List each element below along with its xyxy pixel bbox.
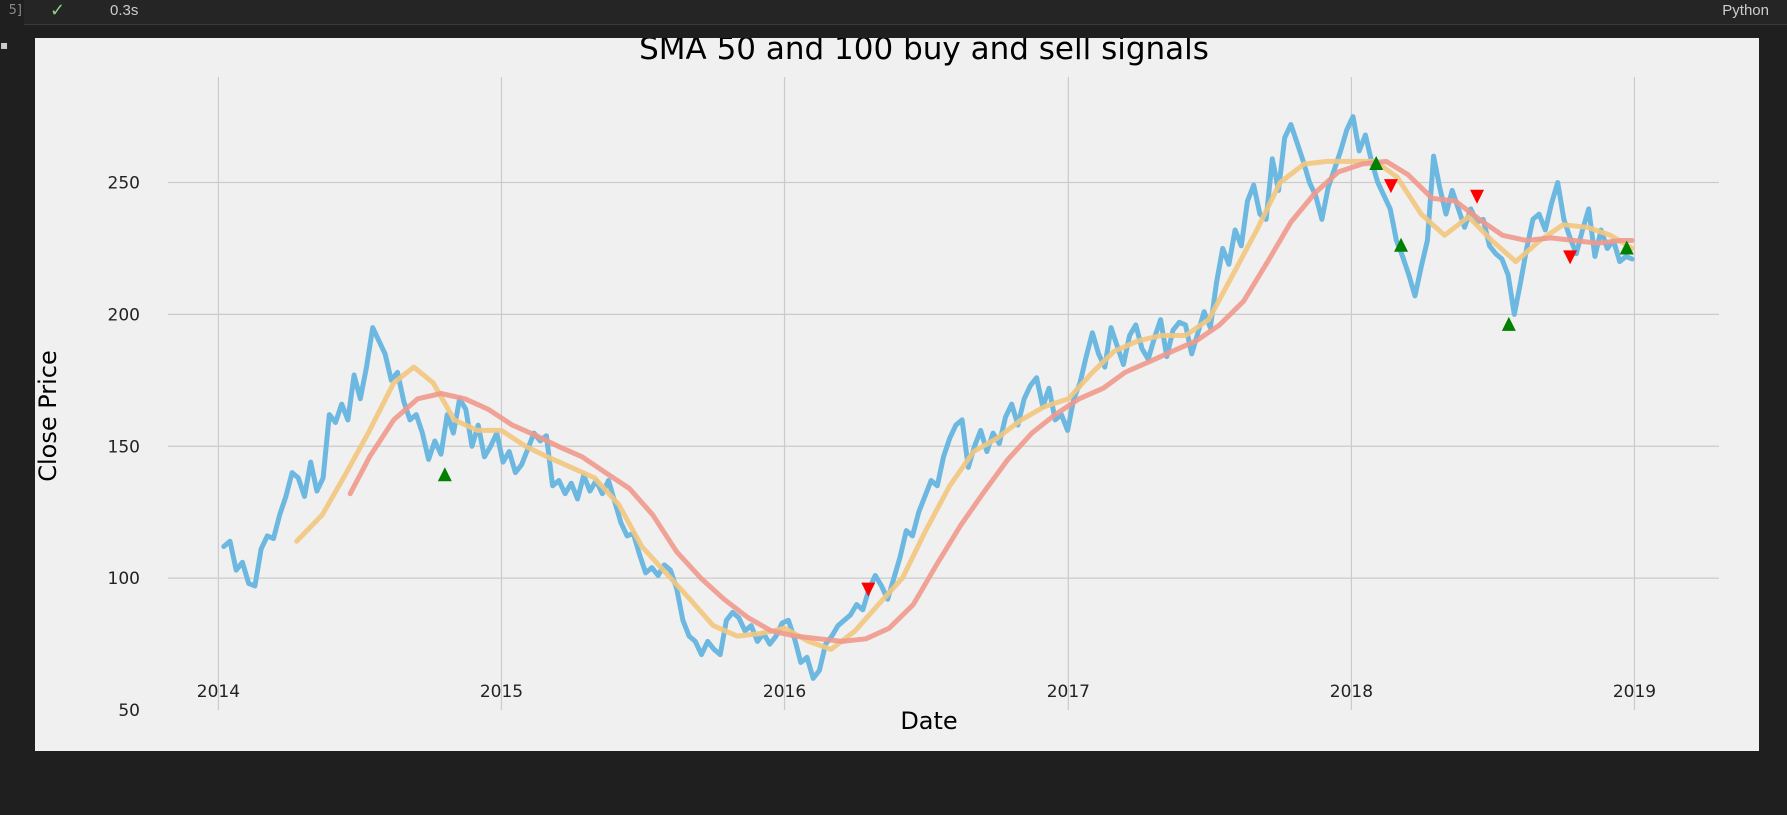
x-tick-label: 2015 bbox=[480, 682, 523, 702]
sell-signal-marker bbox=[1563, 250, 1578, 265]
chart-title: SMA 50 and 100 buy and sell signals bbox=[639, 38, 1209, 67]
buy-signal-marker bbox=[1394, 237, 1409, 252]
kernel-label[interactable]: Python bbox=[1722, 2, 1769, 19]
chart-output: SMA 50 and 100 buy and sell signals 50 10… bbox=[34, 31, 1759, 751]
series-line bbox=[294, 158, 1635, 652]
signal-markers bbox=[437, 156, 1634, 597]
x-axis-label: Date bbox=[900, 707, 957, 735]
y-tick-label: 150 bbox=[108, 437, 140, 457]
execution-count: 5] bbox=[8, 3, 22, 18]
chart-background bbox=[35, 38, 1759, 751]
x-tick-label: 2016 bbox=[763, 682, 806, 702]
y-tick-label: 200 bbox=[108, 305, 140, 325]
buy-signal-marker bbox=[1501, 316, 1516, 331]
series-line bbox=[347, 158, 1635, 644]
buy-signal-marker bbox=[1369, 156, 1384, 171]
chart: SMA 50 and 100 buy and sell signals 50 10… bbox=[34, 31, 1759, 751]
x-tick-label: 2017 bbox=[1047, 682, 1090, 702]
buy-signal-marker bbox=[437, 467, 452, 482]
execution-duration: 0.3s bbox=[110, 2, 139, 19]
sell-signal-marker bbox=[861, 582, 876, 597]
sell-signal-marker bbox=[1383, 179, 1398, 194]
x-tick-label: 2019 bbox=[1613, 682, 1656, 702]
cell-status-bar: 5] ✓ 0.3s Python bbox=[0, 0, 1787, 26]
sell-signal-marker bbox=[1470, 189, 1485, 204]
buy-signal-marker bbox=[1619, 240, 1634, 255]
y-tick-label: 250 bbox=[108, 174, 140, 194]
collapse-output-icon[interactable]: ▪ bbox=[0, 38, 9, 52]
x-tick-label: 2018 bbox=[1330, 682, 1373, 702]
y-axis-label: Close Price bbox=[35, 350, 62, 482]
check-icon: ✓ bbox=[50, 0, 66, 21]
series-lines bbox=[221, 114, 1635, 681]
y-tick-label: 50 bbox=[118, 701, 140, 721]
tick-labels: 50 100 150 200 250 2014 2015 2016 2017 2018 2019 bbox=[108, 174, 1657, 722]
y-tick-label: 100 bbox=[108, 569, 140, 589]
series-line bbox=[221, 114, 1635, 681]
x-tick-label: 2014 bbox=[197, 682, 240, 702]
execution-summary[interactable]: ✓ 0.3s Python bbox=[24, 0, 1787, 25]
